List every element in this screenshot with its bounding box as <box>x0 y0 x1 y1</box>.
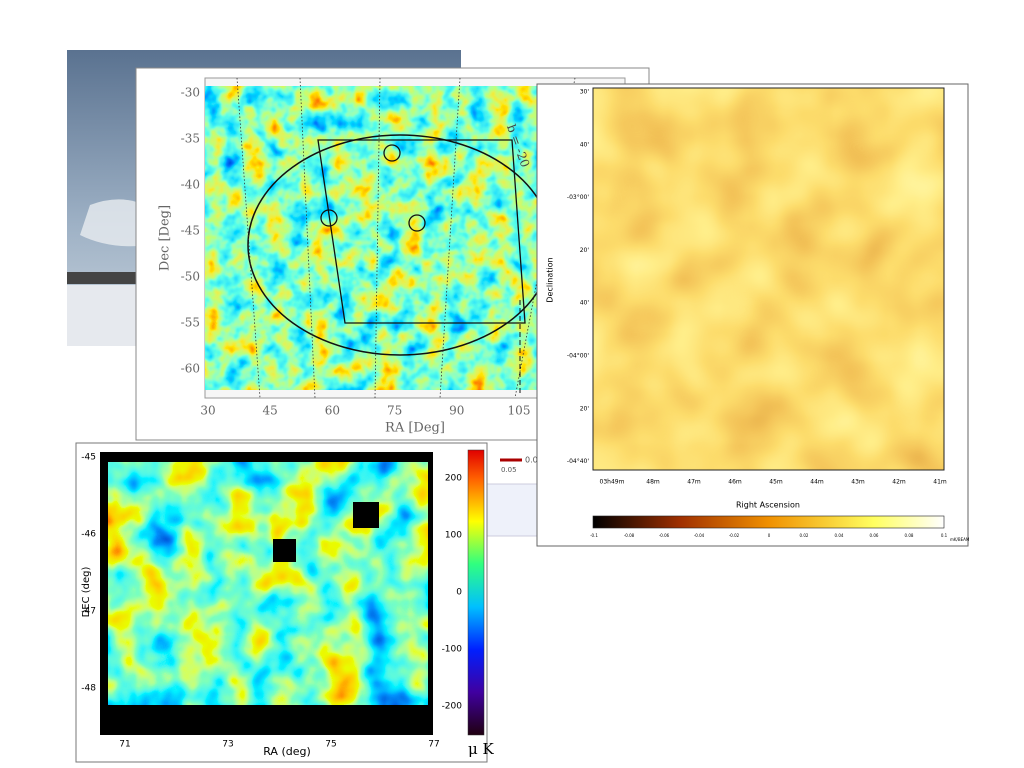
x-tick-label: 41m <box>933 479 947 486</box>
y-tick-label: -30 <box>181 86 200 100</box>
y-tick-label: -40 <box>181 178 200 192</box>
x-tick-label: 45 <box>263 404 278 418</box>
x-tick-label: 48m <box>646 479 660 486</box>
colorbar-tick-label: -0.08 <box>624 533 635 538</box>
y-tick-label: -45 <box>81 453 96 463</box>
y-axis-label: DEC (deg) <box>81 566 92 617</box>
colorbar-tick-label: 0 <box>768 533 771 538</box>
x-axis-label: RA [Deg] <box>385 421 445 436</box>
y-tick-label: -35 <box>181 132 200 146</box>
y-tick-label: -46 <box>81 530 96 540</box>
y-tick-label: -60 <box>181 362 200 376</box>
x-tick-label: 90 <box>449 404 464 418</box>
colorbar-tick-label: -0.06 <box>659 533 670 538</box>
x-tick-label: 71 <box>119 740 130 750</box>
panel-c: DEC (deg) RA (deg) μ K -45 -46 -47 -48 71 73 7… <box>75 442 495 763</box>
x-axis-label: Right Ascension <box>736 501 800 510</box>
x-tick-label: 30 <box>200 404 215 418</box>
colorbar-tick-label: 0.06 <box>870 533 879 538</box>
colorbar-tick-label: 0.04 <box>835 533 844 538</box>
y-tick-label: -50 <box>181 270 200 284</box>
colorbar-tick-label: 200 <box>445 474 462 484</box>
legend-label: 0.05 <box>501 466 517 474</box>
y-tick-label: -48 <box>81 684 96 694</box>
x-tick-label: 73 <box>222 740 233 750</box>
x-tick-label: 75 <box>387 404 402 418</box>
panel-b: Declination Right Ascension mK/BEAM 30' 4… <box>536 83 970 547</box>
x-tick-label: 75 <box>325 740 336 750</box>
colorbar-unit: μ K <box>468 740 495 758</box>
colorbar-tick-label: -0.02 <box>729 533 740 538</box>
colorbar-tick-label: 0 <box>456 588 462 598</box>
x-tick-label: 44m <box>810 479 824 486</box>
y-tick-label: -47 <box>81 607 96 617</box>
y-tick-label: -04°40' <box>567 458 589 465</box>
x-tick-label: 77 <box>428 740 439 750</box>
x-tick-label: 45m <box>769 479 783 486</box>
colorbar-tick-label: 0.02 <box>800 533 809 538</box>
colorbar-tick-label: 100 <box>445 531 462 541</box>
colorbar-tick-label: -0.1 <box>590 533 598 538</box>
y-tick-label: 20' <box>580 405 590 412</box>
legend-label: 0.05 <box>525 456 543 465</box>
x-tick-label: 60 <box>325 404 340 418</box>
y-tick-label: -03°00' <box>567 194 589 201</box>
y-tick-label: 40' <box>580 300 590 307</box>
y-tick-label: 40' <box>580 141 590 148</box>
x-axis-label: RA (deg) <box>263 745 311 758</box>
colorbar-tick-label: -0.04 <box>694 533 705 538</box>
colorbar-tick-label: 0.1 <box>941 533 948 538</box>
x-tick-label: 03h49m <box>600 479 625 486</box>
y-tick-label: 20' <box>580 247 590 254</box>
y-axis-label: Declination <box>546 257 555 302</box>
y-axis-label: Dec [Deg] <box>158 205 173 271</box>
x-tick-label: 43m <box>851 479 865 486</box>
x-tick-label: 47m <box>687 479 701 486</box>
colorbar-tick-label: 0.08 <box>905 533 914 538</box>
colorbar-unit: mK/BEAM <box>950 537 970 542</box>
colorbar-tick-label: -200 <box>442 702 463 712</box>
x-tick-label: 105 <box>508 404 531 418</box>
y-tick-label: -04°00' <box>567 353 589 360</box>
y-tick-label: -45 <box>181 224 200 238</box>
y-tick-label: 30' <box>580 89 590 96</box>
colorbar-tick-label: -100 <box>442 645 463 655</box>
x-tick-label: 42m <box>892 479 906 486</box>
x-tick-label: 46m <box>728 479 742 486</box>
y-tick-label: -55 <box>181 316 200 330</box>
